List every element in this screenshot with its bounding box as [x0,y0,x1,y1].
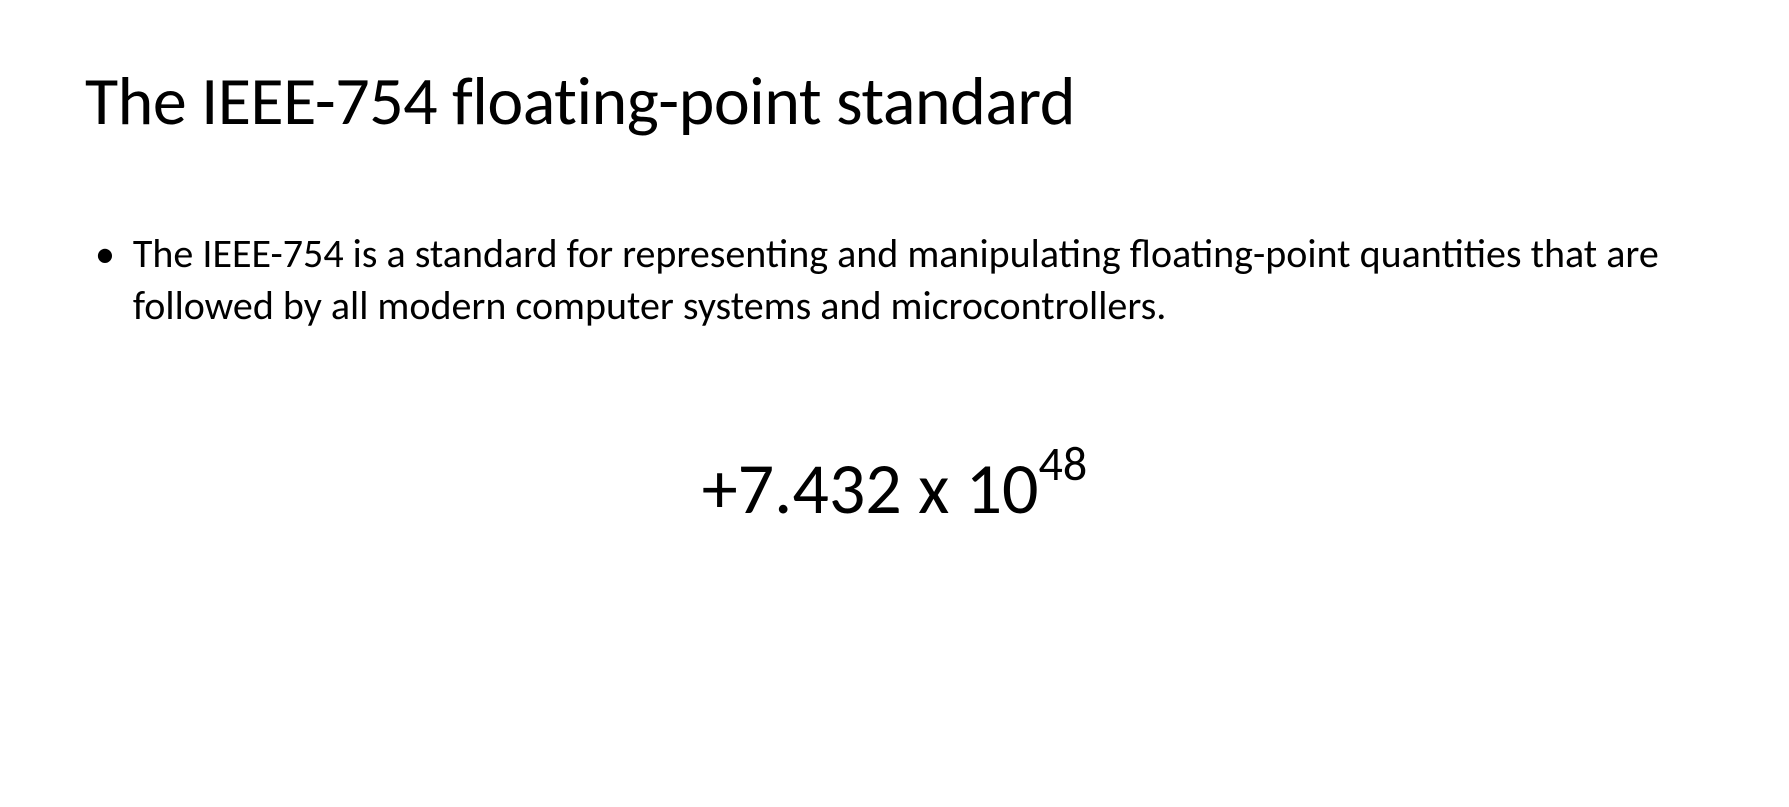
formula-sign: + [702,445,738,533]
formula-times: x [902,445,966,533]
bullet-marker-icon: • [95,228,115,280]
formula-expression: +7.432 x 1048 [702,442,1087,533]
bullet-text: The IEEE-754 is a standard for represent… [133,228,1693,332]
formula-display: +7.432 x 1048 [85,442,1704,533]
formula-base: 10 [966,445,1039,533]
formula-exponent: 48 [1039,434,1088,493]
formula-mantissa: 7.432 [738,445,902,533]
slide-title: The IEEE-754 floating-point standard [85,60,1704,143]
bullet-item: • The IEEE-754 is a standard for represe… [85,228,1704,332]
